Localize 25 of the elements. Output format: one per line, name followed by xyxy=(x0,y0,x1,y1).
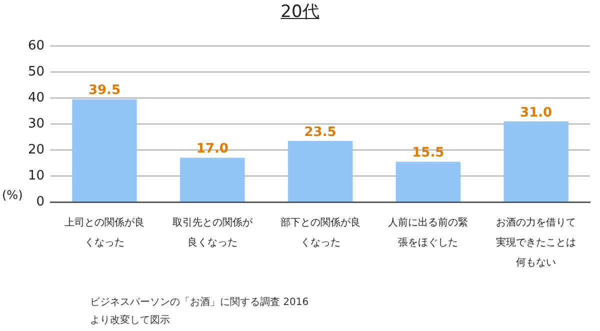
x-tick-label: お酒の力を借りて実現できたことは何もない xyxy=(496,216,576,269)
data-label: 15.5 xyxy=(412,146,444,161)
y-tick-label: 60 xyxy=(28,38,45,54)
data-label: 39.5 xyxy=(88,83,121,98)
y-axis-title: (%) xyxy=(2,188,23,202)
y-tick-label: 50 xyxy=(28,64,45,80)
x-tick-label: 取引先との関係が良くなった xyxy=(172,216,254,249)
data-label: 31.0 xyxy=(520,105,552,120)
x-tick-label: 人前に出る前の緊張をほぐした xyxy=(388,216,468,249)
bar xyxy=(396,162,461,202)
data-label: 23.5 xyxy=(304,124,336,140)
y-tick-label: 30 xyxy=(28,116,45,132)
bar xyxy=(504,121,568,202)
bar xyxy=(288,140,353,202)
chart-title: 20代 xyxy=(280,2,320,22)
data-label: 17.0 xyxy=(196,142,228,157)
x-tick-label: 部下との関係が良くなった xyxy=(280,216,360,249)
y-tick-label: 20 xyxy=(28,142,45,158)
y-tick-label: 10 xyxy=(28,168,45,184)
y-tick-label: 0 xyxy=(36,194,45,210)
x-tick-label: 上司との関係が良くなった xyxy=(64,216,144,249)
y-tick-label: 40 xyxy=(28,90,45,106)
bar xyxy=(180,158,245,202)
bar xyxy=(72,99,137,202)
text: ビジネスパーソンの「お酒」に関する調査 2016 より改変して図示 xyxy=(90,296,309,328)
